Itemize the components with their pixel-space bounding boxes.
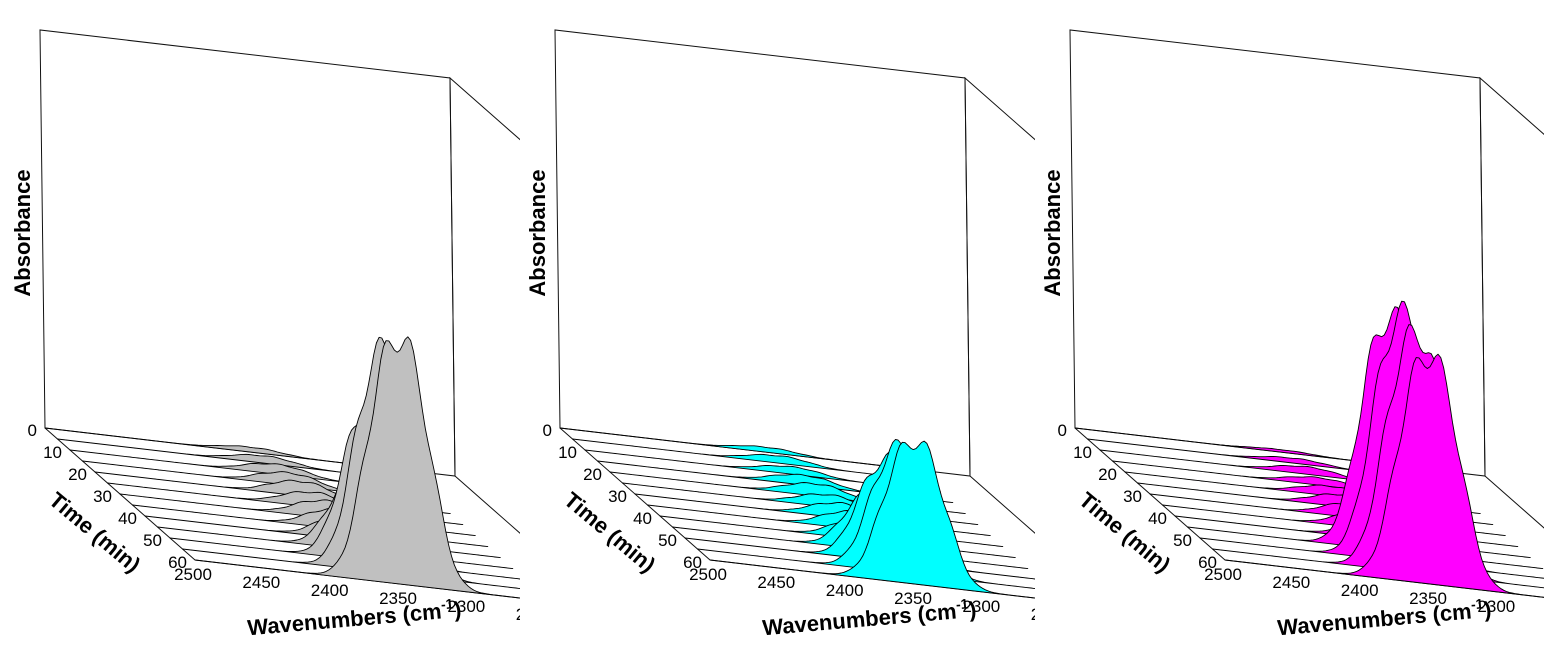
y-tick-0-chart-3: 0 [1058, 421, 1067, 440]
x-tick-2250-chart-1: 2250 [516, 605, 520, 624]
spectrum-t60-chart-3 [1224, 353, 1544, 598]
x-tick-2400-chart-3: 2400 [1341, 581, 1379, 600]
y-tick-40-chart-2: 40 [633, 509, 652, 528]
chart-2: 2500245024002350230022502200010203040506… [525, 29, 1035, 641]
spectrum-t0-chart-2 [559, 427, 916, 471]
side-wall-3 [1479, 76, 1544, 529]
y-tick-60-chart-1: 60 [168, 553, 187, 572]
y-tick-30-chart-2: 30 [608, 487, 627, 506]
y-tick-30-chart-1: 30 [93, 487, 112, 506]
y-tick-10-chart-1: 10 [43, 443, 62, 462]
spectrum-t55-chart-1 [182, 336, 520, 589]
spectrum-t55-chart-2 [697, 439, 1035, 589]
y-tick-0-chart-2: 0 [543, 421, 552, 440]
x-tick-2300-chart-3: 2300 [1477, 597, 1515, 616]
chart-1: 2500245024002350230022502200010203040506… [10, 29, 520, 641]
side-wall-2 [964, 76, 1035, 534]
x-tick-2400-chart-2: 2400 [826, 581, 864, 600]
spectrum-t60-chart-2 [709, 440, 1035, 599]
y-tick-40-chart-3: 40 [1148, 509, 1167, 528]
x-tick-2300-chart-2: 2300 [962, 597, 1000, 616]
y-tick-0-chart-1: 0 [28, 421, 37, 440]
y-tick-60-chart-2: 60 [683, 553, 702, 572]
x-tick-2350-chart-1: 2350 [379, 589, 417, 608]
y-tick-50-chart-2: 50 [658, 531, 677, 550]
x-axis-label-chart-2: Wavenumbers (cm-1) [761, 595, 977, 641]
x-axis-label-sup-chart-2: -1 [955, 595, 969, 612]
back-wall-2 [554, 29, 971, 477]
y-tick-50-chart-1: 50 [143, 531, 162, 550]
x-tick-2400-chart-1: 2400 [311, 581, 349, 600]
y-tick-10-chart-3: 10 [1073, 443, 1092, 462]
spectrum-t50-chart-1 [169, 389, 520, 580]
x-axis-label-close-chart-1: ) [453, 597, 462, 623]
spectrum-t5-chart-2 [572, 438, 929, 482]
y-tick-20-chart-1: 20 [68, 465, 87, 484]
x-axis-label-text-chart-2: Wavenumbers (cm [761, 598, 957, 640]
y-tick-40-chart-1: 40 [118, 509, 137, 528]
x-axis-label-chart-1: Wavenumbers (cm-1) [246, 595, 462, 641]
x-tick-2450-chart-1: 2450 [242, 573, 280, 592]
y-tick-20-chart-3: 20 [1098, 465, 1117, 484]
side-wall-1 [449, 76, 520, 534]
spectrum-t50-chart-3 [1199, 300, 1544, 579]
y-tick-50-chart-3: 50 [1173, 531, 1192, 550]
x-axis-label-sup-chart-3: -1 [1470, 595, 1484, 612]
x-axis-label-close-chart-2: ) [968, 597, 977, 623]
y-tick-10-chart-2: 10 [558, 443, 577, 462]
x-tick-2300-chart-1: 2300 [447, 597, 485, 616]
x-tick-2500-chart-1: 2500 [174, 565, 212, 584]
spectrum-t45-chart-3 [1187, 306, 1544, 570]
x-tick-2450-chart-3: 2450 [1272, 573, 1310, 592]
spectrum-t50-chart-2 [684, 452, 1035, 580]
x-axis-label-sup-chart-1: -1 [440, 595, 454, 612]
chart-panel-3: 2500245024002350230022502200010203040506… [1030, 0, 1544, 645]
x-axis-label-chart-3: Wavenumbers (cm-1) [1276, 595, 1492, 641]
x-tick-2500-chart-3: 2500 [1204, 565, 1242, 584]
y-tick-30-chart-3: 30 [1123, 487, 1142, 506]
x-tick-2250-chart-2: 2250 [1031, 605, 1035, 624]
chart-panel-1: 2500245024002350230022502200010203040506… [0, 0, 520, 645]
x-axis-label-text-chart-3: Wavenumbers (cm [1276, 598, 1472, 640]
x-axis-label-text-chart-1: Wavenumbers (cm [246, 598, 442, 640]
y-tick-60-chart-3: 60 [1198, 553, 1217, 572]
x-axis-label-close-chart-3: ) [1483, 597, 1492, 623]
x-tick-2500-chart-2: 2500 [689, 565, 727, 584]
x-tick-2350-chart-2: 2350 [894, 589, 932, 608]
x-tick-2450-chart-2: 2450 [757, 573, 795, 592]
chart-panel-2: 2500245024002350230022502200010203040506… [515, 0, 1035, 645]
x-tick-2350-chart-3: 2350 [1409, 589, 1447, 608]
spectrum-t60-chart-1 [194, 336, 520, 599]
chart-3: 2500245024002350230022502200010203040506… [1040, 29, 1544, 641]
z-axis-label-chart-2: Absorbance [525, 169, 550, 296]
z-axis-label-chart-1: Absorbance [10, 169, 35, 296]
y-tick-20-chart-2: 20 [583, 465, 602, 484]
z-axis-label-chart-3: Absorbance [1040, 169, 1065, 296]
